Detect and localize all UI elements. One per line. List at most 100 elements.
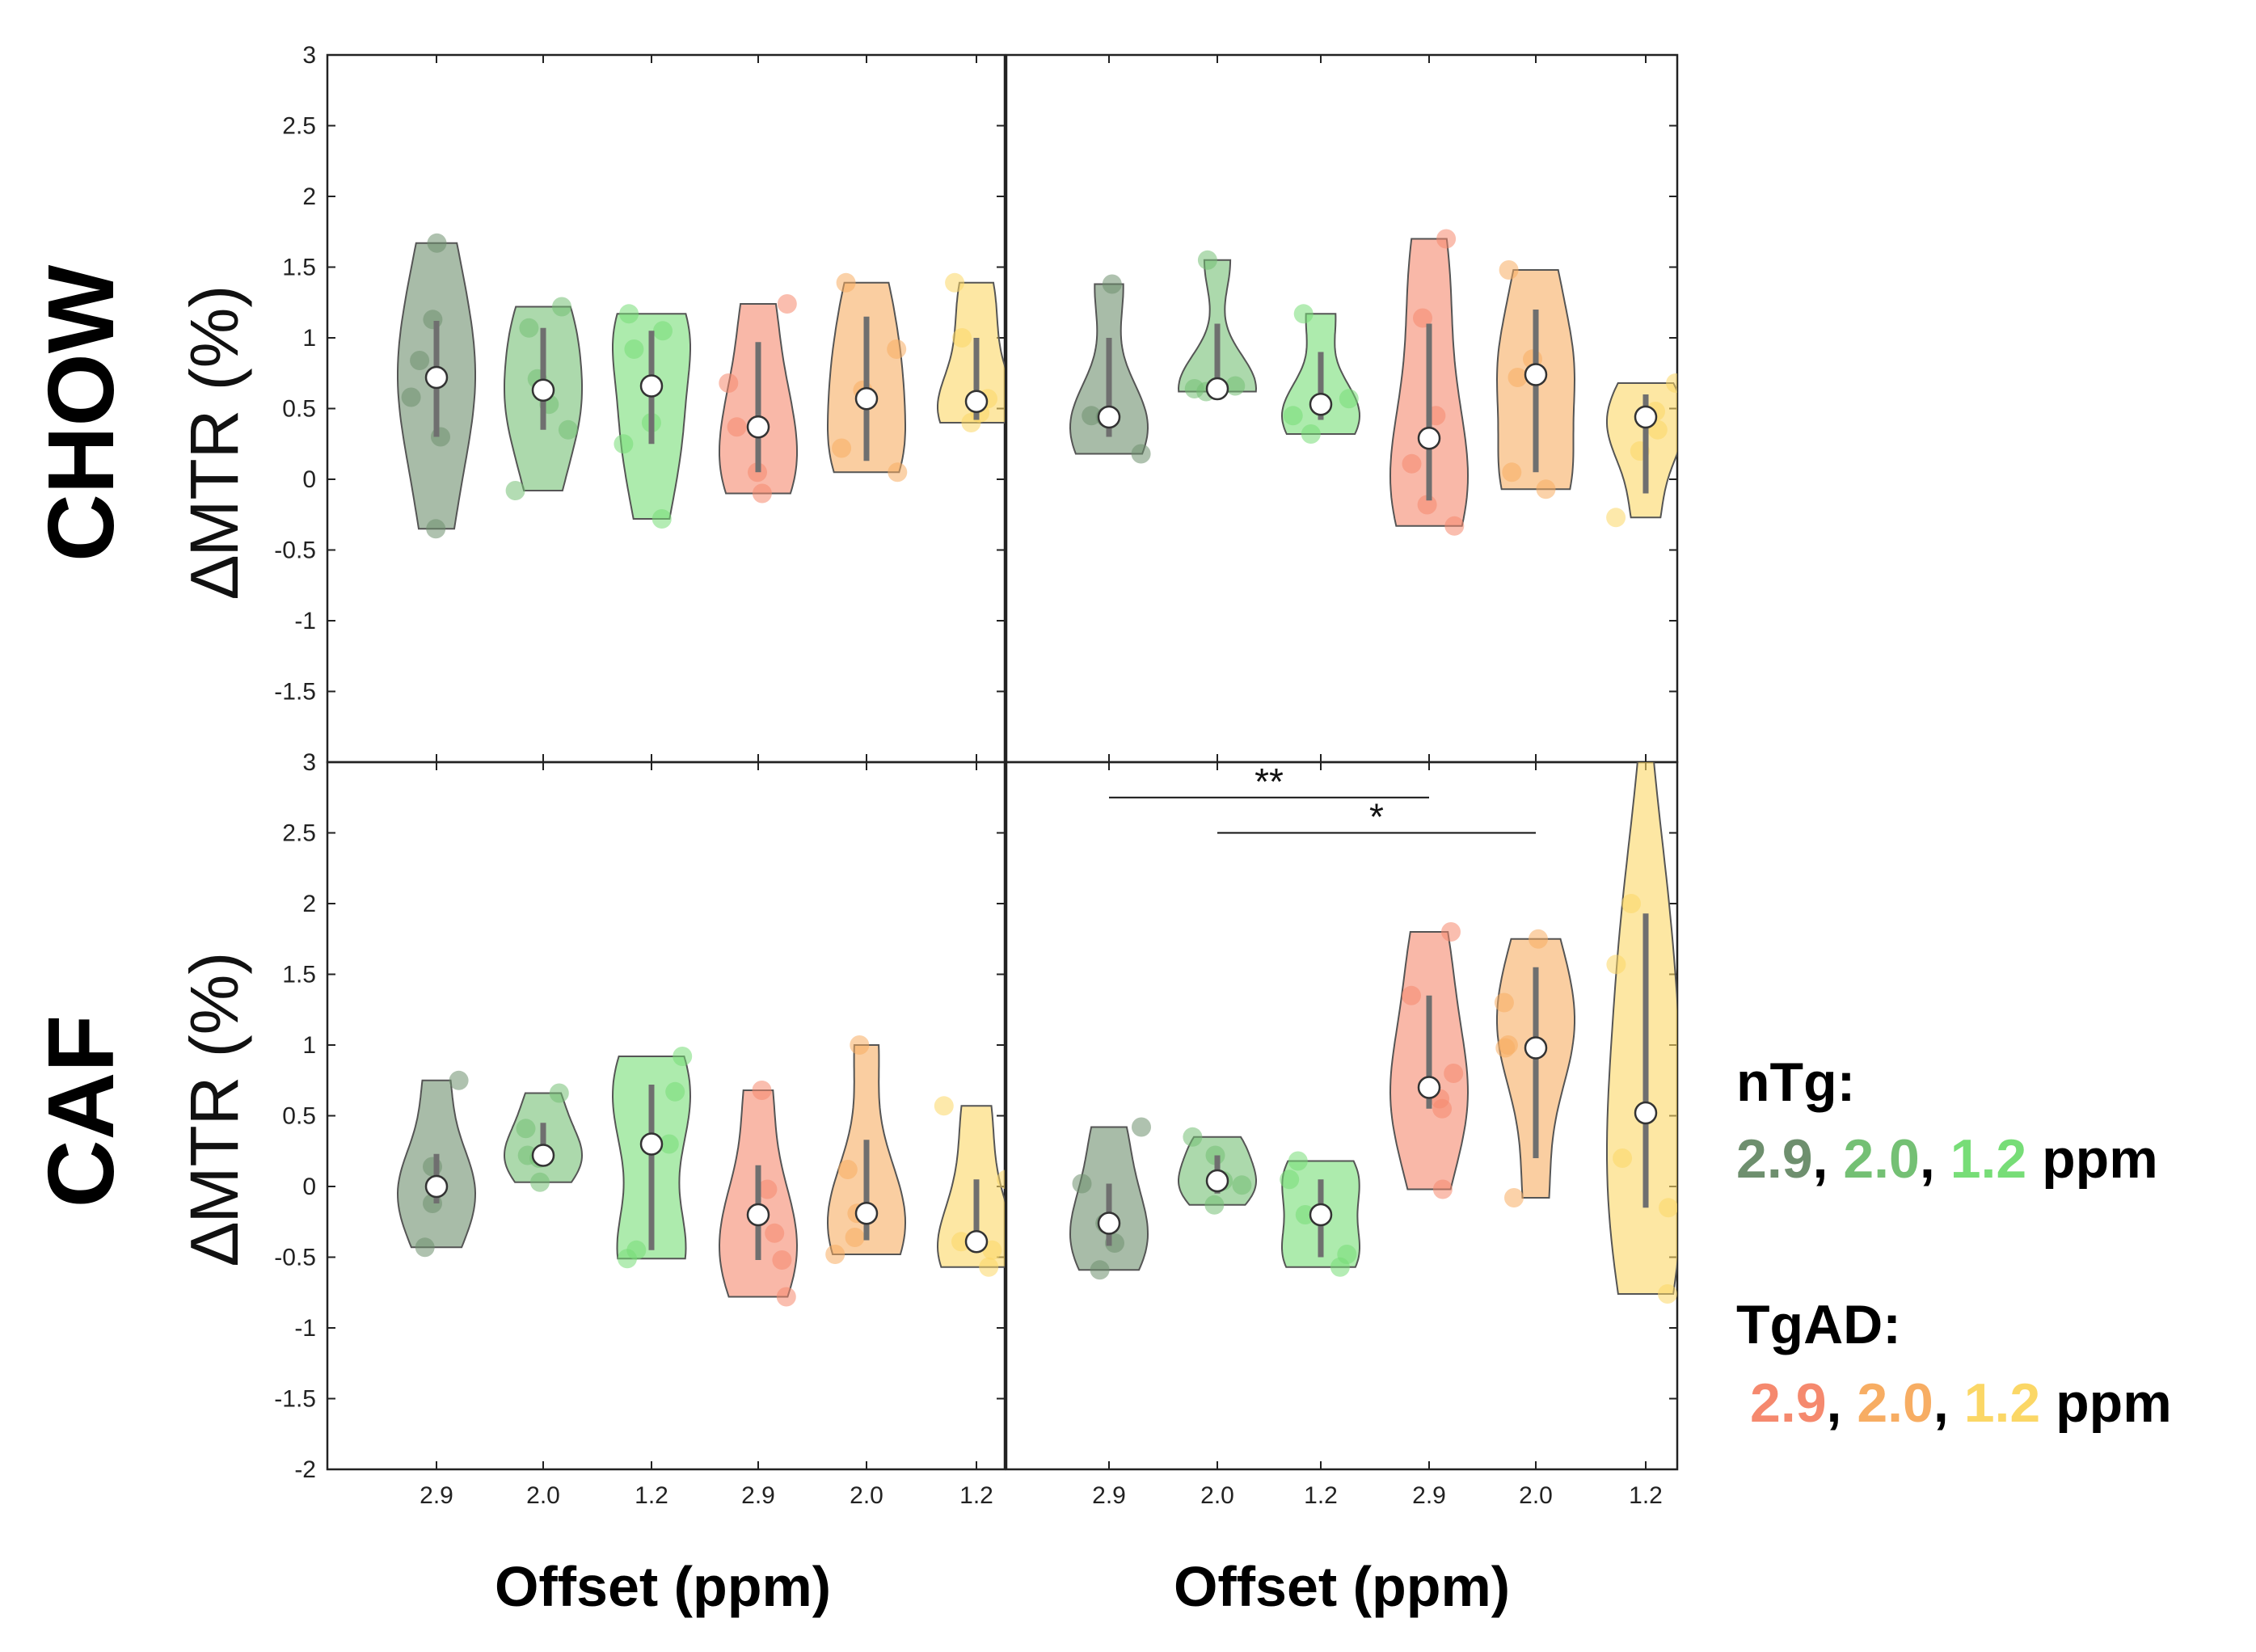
panel-4-series-4-point	[1402, 985, 1421, 1005]
panel-3-series-3-point	[659, 1134, 679, 1154]
panel-3-ytick-label: 1	[302, 1032, 316, 1059]
panel-3-xtick-label: 1.2	[635, 1482, 668, 1509]
panel-3-xtick-label: 2.9	[741, 1482, 775, 1509]
legend-title-tgad: TgAD:	[1736, 1294, 1901, 1355]
panel-3-series-4-median	[746, 1203, 770, 1227]
panel-4-series-5-point	[1494, 992, 1514, 1013]
panel-1-ytick-label: -0.5	[274, 537, 316, 564]
panel-3-series-5-point	[825, 1245, 845, 1264]
panel-1-series-2-point	[505, 481, 525, 500]
panel-3-series-5-point	[845, 1228, 865, 1247]
panel-1-series-3-point	[619, 304, 639, 324]
panel-3-series-3-point	[626, 1240, 647, 1260]
panel-4-xtick-label: 1.2	[1304, 1482, 1338, 1509]
panel-3-series-6-point	[951, 1232, 971, 1252]
panel-3-series-2-median	[531, 1144, 555, 1167]
panel-4-series-5-median	[1524, 1036, 1548, 1060]
legend-ntg-value-3: 1.2	[1950, 1128, 2027, 1190]
panel-2-series-2-point	[1184, 379, 1204, 398]
panel-1-series-3-median	[639, 374, 664, 398]
panel-2-series-4-point	[1436, 229, 1457, 249]
panel-3-series-4-point	[776, 1287, 796, 1307]
panel-3-xtick-label: 2.0	[850, 1482, 883, 1509]
legend-ntg-sep-1: ,	[1812, 1128, 1828, 1190]
panel-2-series-3-median	[1309, 393, 1333, 416]
panel-4-series-2-point	[1204, 1195, 1225, 1215]
panel-1-series-2-median	[531, 378, 555, 402]
panel-2-series-6-point	[1666, 373, 1677, 393]
panel-4-marks	[1069, 762, 1677, 1304]
panel-4-series-3-point	[1280, 1169, 1300, 1190]
panel-4-series-1-point	[1090, 1260, 1110, 1280]
panel-2-series-6-median	[1634, 405, 1658, 429]
panel-2-series-3-point	[1301, 424, 1321, 444]
panel-3-series-6-point	[934, 1096, 954, 1116]
legend-title-ntg: nTg:	[1736, 1051, 1856, 1113]
panel-2-series-1-point	[1131, 444, 1151, 464]
panel-1-series-1-point	[426, 519, 446, 539]
panel-4-series-6-median	[1634, 1101, 1658, 1125]
panel-4-xtick-label: 2.9	[1092, 1482, 1126, 1509]
panel-1-series-5-point	[888, 462, 908, 483]
legend-ntg-sep-2: ,	[1919, 1128, 1935, 1190]
panel-2-series-6-point	[1606, 508, 1626, 528]
panel-3-series-4-point	[752, 1081, 772, 1100]
panel-4-series-1-median	[1097, 1212, 1121, 1235]
panel-2-series-2-point	[1197, 250, 1217, 270]
legend-tgad-value-2: 2.0	[1857, 1372, 1933, 1434]
panel-1-series-1-point	[401, 387, 421, 407]
panel-3-ytick-label: 1.5	[282, 962, 316, 988]
panel-1-series-3-point	[653, 321, 673, 341]
panel-1-series-4-point	[777, 294, 797, 314]
panel-2-series-5-point	[1536, 479, 1556, 499]
panel-2-series-4-point	[1417, 495, 1437, 515]
x-axis-label-right: Offset (ppm)	[1173, 1555, 1511, 1618]
panel-1-series-6-point	[945, 272, 965, 293]
panel-4-series-4-point	[1432, 1179, 1453, 1199]
panel-1-series-1-point	[410, 351, 430, 370]
panel-4-xtick-label: 2.0	[1200, 1482, 1234, 1509]
panel-4-series-5-point	[1529, 929, 1548, 949]
panel-3-ytick-label: -2	[294, 1456, 316, 1483]
legend-tgad-value-3: 1.2	[1963, 1372, 2041, 1434]
panel-3-series-2-point	[517, 1145, 538, 1165]
panel-1-ytick-label: 1.5	[282, 255, 316, 281]
panel-3-ytick-label: 0.5	[282, 1103, 316, 1130]
panel-1-series-4-point	[727, 417, 747, 437]
panel-1-series-2-point	[558, 419, 578, 440]
panel-3-xtick-label: 2.9	[420, 1482, 453, 1509]
panel-4-series-3-point	[1295, 1205, 1315, 1224]
panel-3-marks	[396, 1035, 1005, 1307]
legend-tgad-sep-2: ,	[1933, 1372, 1949, 1434]
panel-3-series-5-point	[837, 1160, 858, 1179]
panel-2-series-4-median	[1417, 427, 1441, 450]
panel-4-series-6-point	[1659, 1198, 1677, 1218]
panel-2-series-3-point	[1283, 406, 1303, 426]
panel-2-series-1-point	[1082, 406, 1102, 426]
panel-3-series-6-point	[997, 1169, 1005, 1190]
panel-3-series-2-point	[549, 1083, 569, 1103]
panel-1-ytick-label: 2	[302, 183, 316, 210]
panel-1-series-5-point	[887, 339, 907, 359]
panel-3-series-6-median	[964, 1230, 989, 1254]
panel-3-ytick-label: 0	[302, 1174, 316, 1200]
panel-3-series-6-point	[979, 1257, 999, 1277]
panel-2-series-4-point	[1444, 516, 1465, 536]
panel-3-series-4-point	[757, 1179, 778, 1199]
panel-3-series-3-point	[665, 1081, 685, 1102]
panel-4-series-1-point	[1072, 1174, 1092, 1194]
panel-1-series-2-point	[519, 318, 539, 338]
panel-3-ytick-label: -1.5	[274, 1386, 316, 1413]
panel-3-ytick-label: -0.5	[274, 1245, 316, 1271]
panel-3-series-1-point	[415, 1237, 435, 1258]
panel-1-marks	[397, 233, 1005, 539]
panel-4-series-2-median	[1205, 1169, 1229, 1193]
legend-line-ntg: 2.9, 2.0, 1.2 ppm	[1736, 1127, 2158, 1191]
panel-4-xtick-label: 2.0	[1519, 1482, 1553, 1509]
panel-2-series-1-median	[1097, 405, 1121, 429]
panel-3-series-4-point	[765, 1223, 785, 1243]
panel-1-ytick-label: 0	[302, 466, 316, 493]
panel-1-ytick-label: 3	[302, 42, 316, 69]
